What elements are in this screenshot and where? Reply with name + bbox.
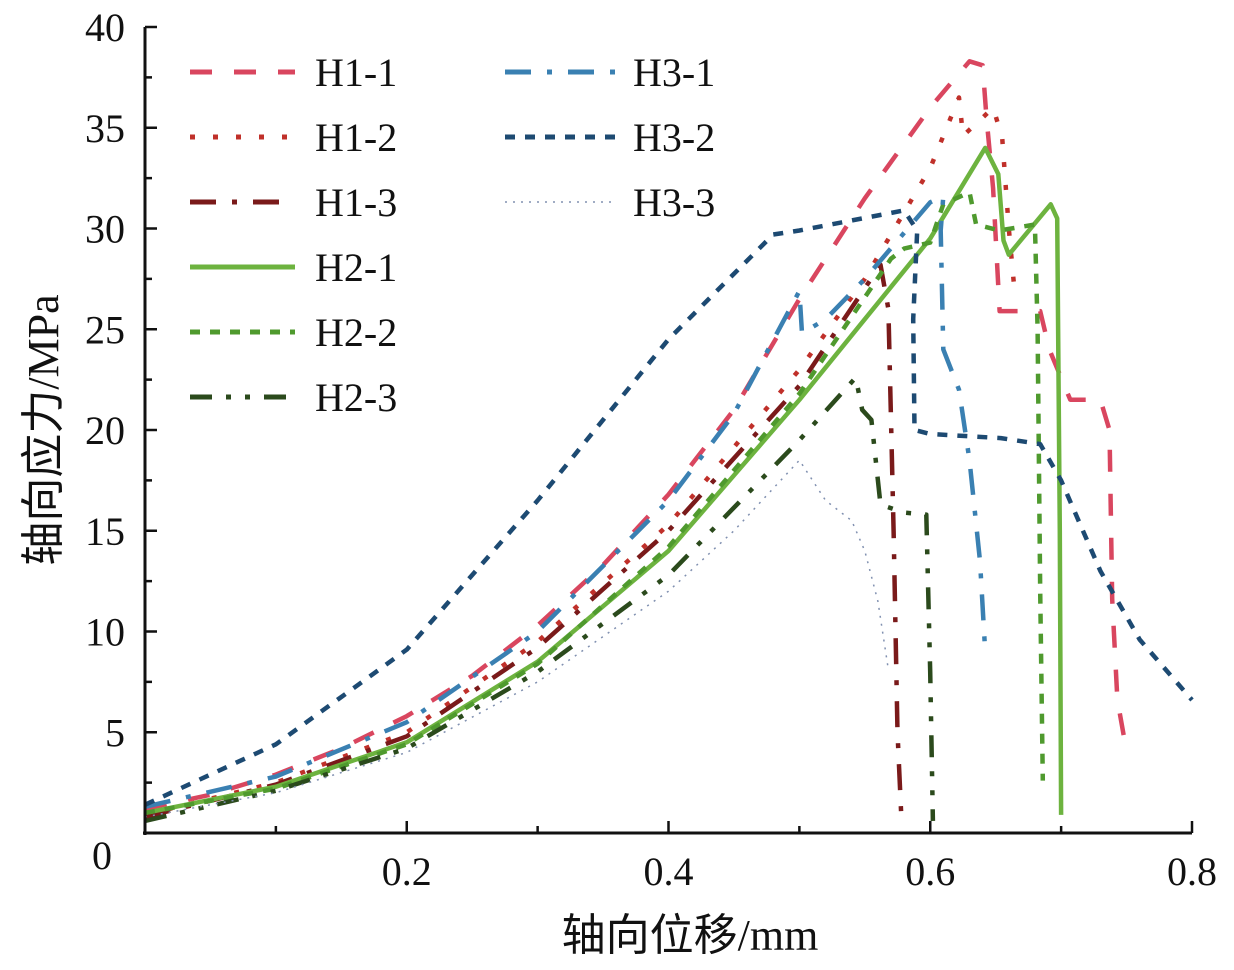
- legend-label: H1-2: [315, 115, 397, 160]
- legend-item-h1-3: H1-3: [190, 180, 397, 225]
- legend-label: H3-1: [633, 50, 715, 95]
- x-axis-label: 轴向位移/mm: [562, 911, 819, 960]
- series-line-h3-2: [144, 208, 1194, 807]
- axes: 0 5 10 15 20 25 30 35 40 0.2 0.4 0.6 0.8: [85, 5, 1217, 894]
- legend-item-h3-2: H3-2: [505, 115, 715, 160]
- legend-label: H3-3: [633, 180, 715, 225]
- y-tick-label: 15: [85, 509, 125, 554]
- y-tick-label: 10: [85, 610, 125, 655]
- y-tick-label: 30: [85, 207, 125, 252]
- legend-label: H1-1: [315, 50, 397, 95]
- series-line-h3-3: [144, 459, 890, 818]
- x-tick-label: 0.4: [644, 849, 694, 894]
- x-tick-label: 0.6: [905, 849, 955, 894]
- legend-label: H2-1: [315, 245, 397, 290]
- legend-label: H2-2: [315, 310, 397, 355]
- legend-label: H3-2: [633, 115, 715, 160]
- legend: H1-1 H1-2 H1-3 H2-1 H2-2 H2-3 H3-1 H3-2 H3-3: [190, 50, 715, 420]
- y-tick-label: 5: [105, 710, 125, 755]
- legend-item-h3-1: H3-1: [505, 50, 715, 95]
- legend-item-h3-3: H3-3: [505, 180, 715, 225]
- series-line-h2-1: [144, 145, 1064, 816]
- legend-label: H1-3: [315, 180, 397, 225]
- series-curves: [144, 59, 1194, 824]
- legend-item-h2-3: H2-3: [190, 375, 397, 420]
- series-line-h3-1: [144, 194, 988, 809]
- y-axis-label: 轴向应力/MPa: [19, 294, 68, 565]
- legend-item-h1-2: H1-2: [190, 115, 397, 160]
- legend-item-h2-2: H2-2: [190, 310, 397, 355]
- legend-item-h2-1: H2-1: [190, 245, 397, 290]
- series-line-h1-1: [144, 59, 1128, 811]
- y-tick-label: 35: [85, 106, 125, 151]
- series-line-h2-2: [144, 189, 1046, 816]
- legend-label: H2-3: [315, 375, 397, 420]
- y-tick-label: 0: [92, 833, 112, 878]
- series-line-h1-3: [144, 262, 904, 822]
- series-line-h2-3: [144, 375, 936, 824]
- x-tick-label: 0.8: [1167, 849, 1217, 894]
- y-tick-label: 25: [85, 307, 125, 352]
- legend-item-h1-1: H1-1: [190, 50, 397, 95]
- series-line-h1-2: [144, 95, 1018, 818]
- y-tick-label: 20: [85, 408, 125, 453]
- y-tick-label: 40: [85, 5, 125, 50]
- x-tick-label: 0.2: [382, 849, 432, 894]
